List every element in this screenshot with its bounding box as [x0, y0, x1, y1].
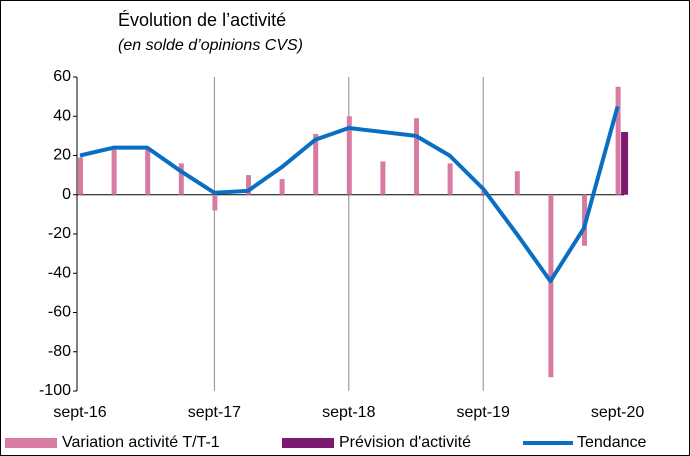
- x-tick-label: sept-16: [53, 404, 106, 421]
- y-tick-label: 40: [53, 107, 71, 124]
- bar: [414, 118, 419, 195]
- y-tick-label: -100: [39, 382, 71, 399]
- legend-label: Tendance: [577, 434, 646, 451]
- y-tick-label: 60: [53, 68, 71, 85]
- bar: [212, 194, 218, 211]
- x-tick-label: sept-19: [457, 404, 510, 421]
- bar: [78, 157, 83, 195]
- bar: [246, 175, 251, 195]
- chart-title: Évolution de l’activité: [118, 10, 286, 30]
- bar: [346, 116, 352, 195]
- x-tick-label: sept-18: [322, 404, 375, 421]
- bar: [178, 163, 184, 195]
- bar: [514, 171, 520, 195]
- bar: [145, 149, 151, 195]
- y-tick-label: -80: [48, 343, 71, 360]
- bar: [111, 149, 117, 195]
- y-tick-label: -60: [48, 304, 71, 321]
- legend-label: Variation activité T/T-1: [62, 434, 220, 451]
- x-tick-label: sept-17: [188, 404, 241, 421]
- legend-swatch: [282, 438, 334, 448]
- bar: [380, 161, 386, 195]
- x-tick-label: sept-20: [591, 404, 644, 421]
- y-tick-label: 20: [53, 147, 71, 164]
- bar: [313, 133, 319, 195]
- legend-label: Prévision d'activité: [339, 434, 471, 451]
- bar: [447, 163, 453, 195]
- chart-subtitle: (en solde d’opinions CVS): [118, 37, 303, 54]
- legend-swatch: [5, 438, 57, 448]
- bar: [279, 179, 285, 195]
- bar: [615, 86, 621, 195]
- bar: [621, 131, 629, 195]
- y-tick-label: -20: [48, 225, 71, 242]
- trend-line: [79, 105, 620, 284]
- y-tick-label: -40: [48, 264, 71, 281]
- y-tick-label: 0: [62, 186, 71, 203]
- bar: [548, 194, 554, 378]
